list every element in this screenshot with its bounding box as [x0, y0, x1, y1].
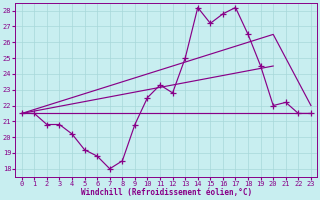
- X-axis label: Windchill (Refroidissement éolien,°C): Windchill (Refroidissement éolien,°C): [81, 188, 252, 197]
